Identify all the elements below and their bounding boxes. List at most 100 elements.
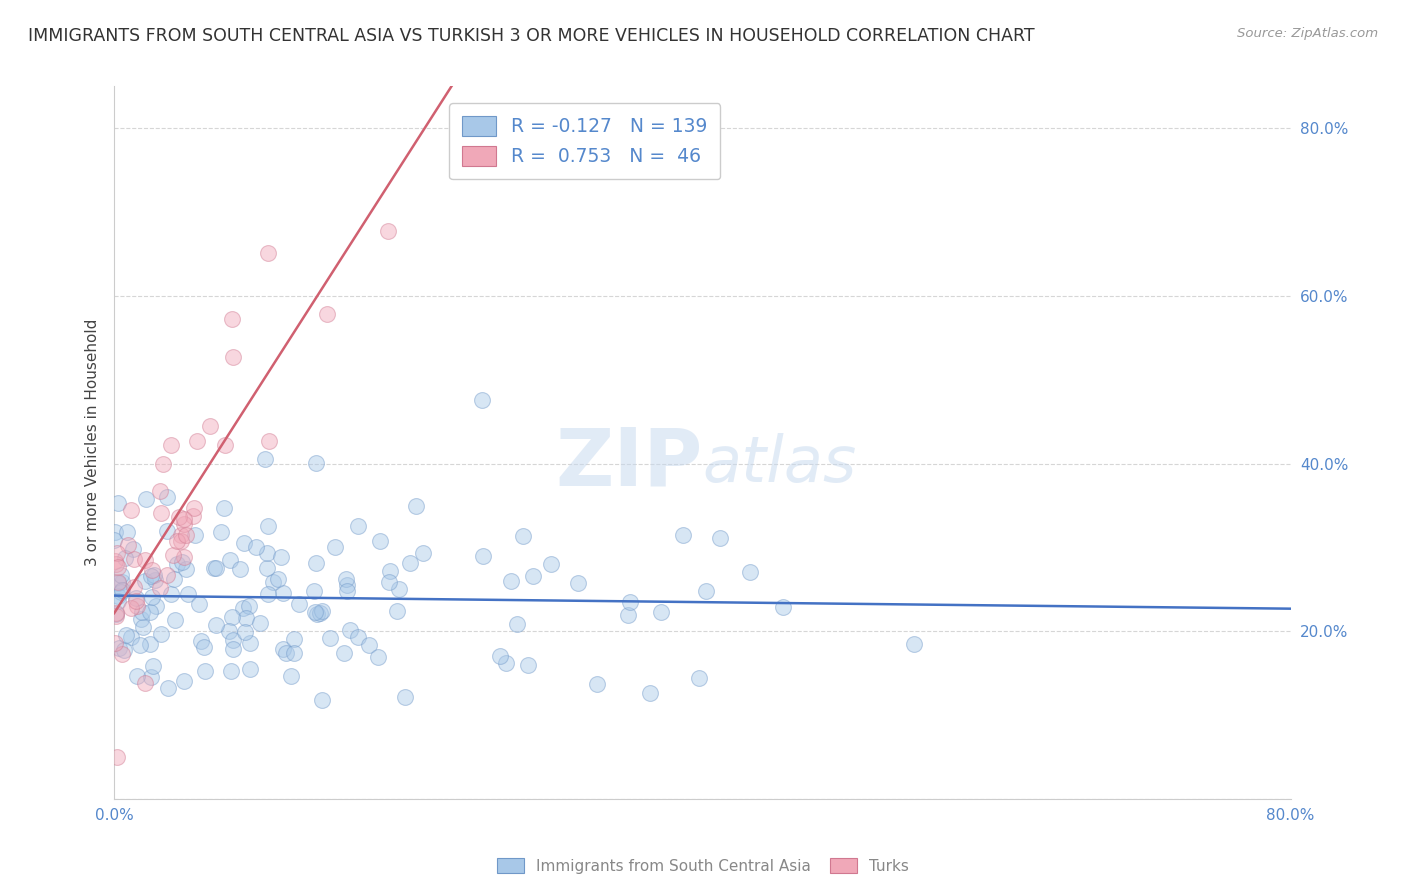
Point (143, 573, 166, 587)
Point (152, 457, 174, 471)
Point (173, 512, 195, 526)
Point (150, 506, 173, 520)
Point (238, 599, 260, 614)
Point (262, 575, 284, 590)
Point (128, 639, 150, 653)
Point (174, 528, 197, 542)
Point (499, 574, 522, 589)
Point (305, 556, 328, 570)
Point (202, 560, 225, 574)
Point (125, 599, 148, 613)
Point (619, 595, 641, 609)
Point (170, 528, 193, 542)
Legend: Immigrants from South Central Asia, Turks: Immigrants from South Central Asia, Turk… (491, 852, 915, 880)
Point (134, 552, 156, 566)
Point (149, 483, 172, 498)
Point (104, 609, 127, 624)
Point (131, 605, 153, 619)
Point (120, 601, 142, 615)
Point (104, 524, 127, 539)
Point (221, 610, 243, 624)
Point (120, 631, 142, 645)
Point (160, 438, 183, 452)
Point (219, 552, 242, 566)
Point (245, 541, 267, 555)
Point (221, 350, 243, 364)
Point (156, 524, 179, 538)
Point (471, 549, 494, 563)
Point (141, 568, 163, 582)
Point (405, 499, 427, 513)
Point (114, 550, 136, 565)
Point (173, 549, 195, 564)
Point (412, 546, 434, 560)
Point (221, 312, 243, 326)
Point (122, 541, 145, 556)
Point (222, 633, 245, 648)
Point (129, 612, 152, 626)
Point (257, 587, 280, 601)
Point (304, 605, 326, 619)
Point (311, 693, 333, 707)
Point (166, 533, 188, 548)
Point (232, 601, 254, 615)
Point (198, 419, 221, 434)
Point (139, 637, 162, 651)
Point (274, 646, 297, 660)
Point (336, 578, 359, 592)
Point (616, 608, 638, 623)
Point (111, 582, 134, 597)
Point (122, 580, 145, 594)
Point (256, 546, 278, 560)
Point (387, 582, 409, 597)
Point (688, 671, 710, 685)
Point (346, 519, 368, 533)
Y-axis label: 3 or more Vehicles in Household: 3 or more Vehicles in Household (86, 318, 100, 566)
Point (107, 559, 129, 574)
Point (357, 638, 380, 652)
Point (193, 640, 215, 654)
Text: ZIP: ZIP (555, 425, 703, 503)
Point (239, 636, 262, 650)
Point (183, 501, 205, 516)
Point (222, 641, 245, 656)
Point (339, 624, 361, 638)
Point (104, 636, 127, 650)
Point (184, 528, 207, 542)
Legend: R = -0.127   N = 139, R =  0.753   N =  46: R = -0.127 N = 139, R = 0.753 N = 46 (449, 103, 720, 179)
Point (174, 562, 197, 576)
Text: Source: ZipAtlas.com: Source: ZipAtlas.com (1237, 27, 1378, 40)
Point (239, 662, 262, 676)
Point (107, 496, 129, 510)
Point (105, 546, 128, 560)
Point (173, 673, 195, 688)
Point (367, 650, 389, 665)
Point (132, 620, 155, 634)
Point (378, 575, 401, 590)
Point (125, 591, 148, 606)
Point (283, 646, 305, 660)
Point (170, 534, 193, 549)
Point (270, 550, 292, 565)
Point (177, 587, 200, 601)
Point (387, 603, 409, 617)
Point (141, 591, 163, 605)
Point (394, 690, 416, 704)
Point (104, 557, 127, 571)
Point (740, 566, 762, 580)
Point (181, 508, 204, 523)
Point (156, 568, 179, 582)
Point (347, 630, 370, 644)
Point (540, 557, 562, 571)
Point (194, 664, 217, 678)
Point (650, 605, 672, 619)
Point (134, 574, 156, 588)
Point (257, 246, 280, 260)
Point (229, 562, 252, 576)
Point (370, 533, 392, 548)
Point (495, 656, 517, 670)
Point (522, 569, 544, 583)
Point (305, 456, 328, 470)
Point (257, 518, 280, 533)
Point (219, 664, 242, 678)
